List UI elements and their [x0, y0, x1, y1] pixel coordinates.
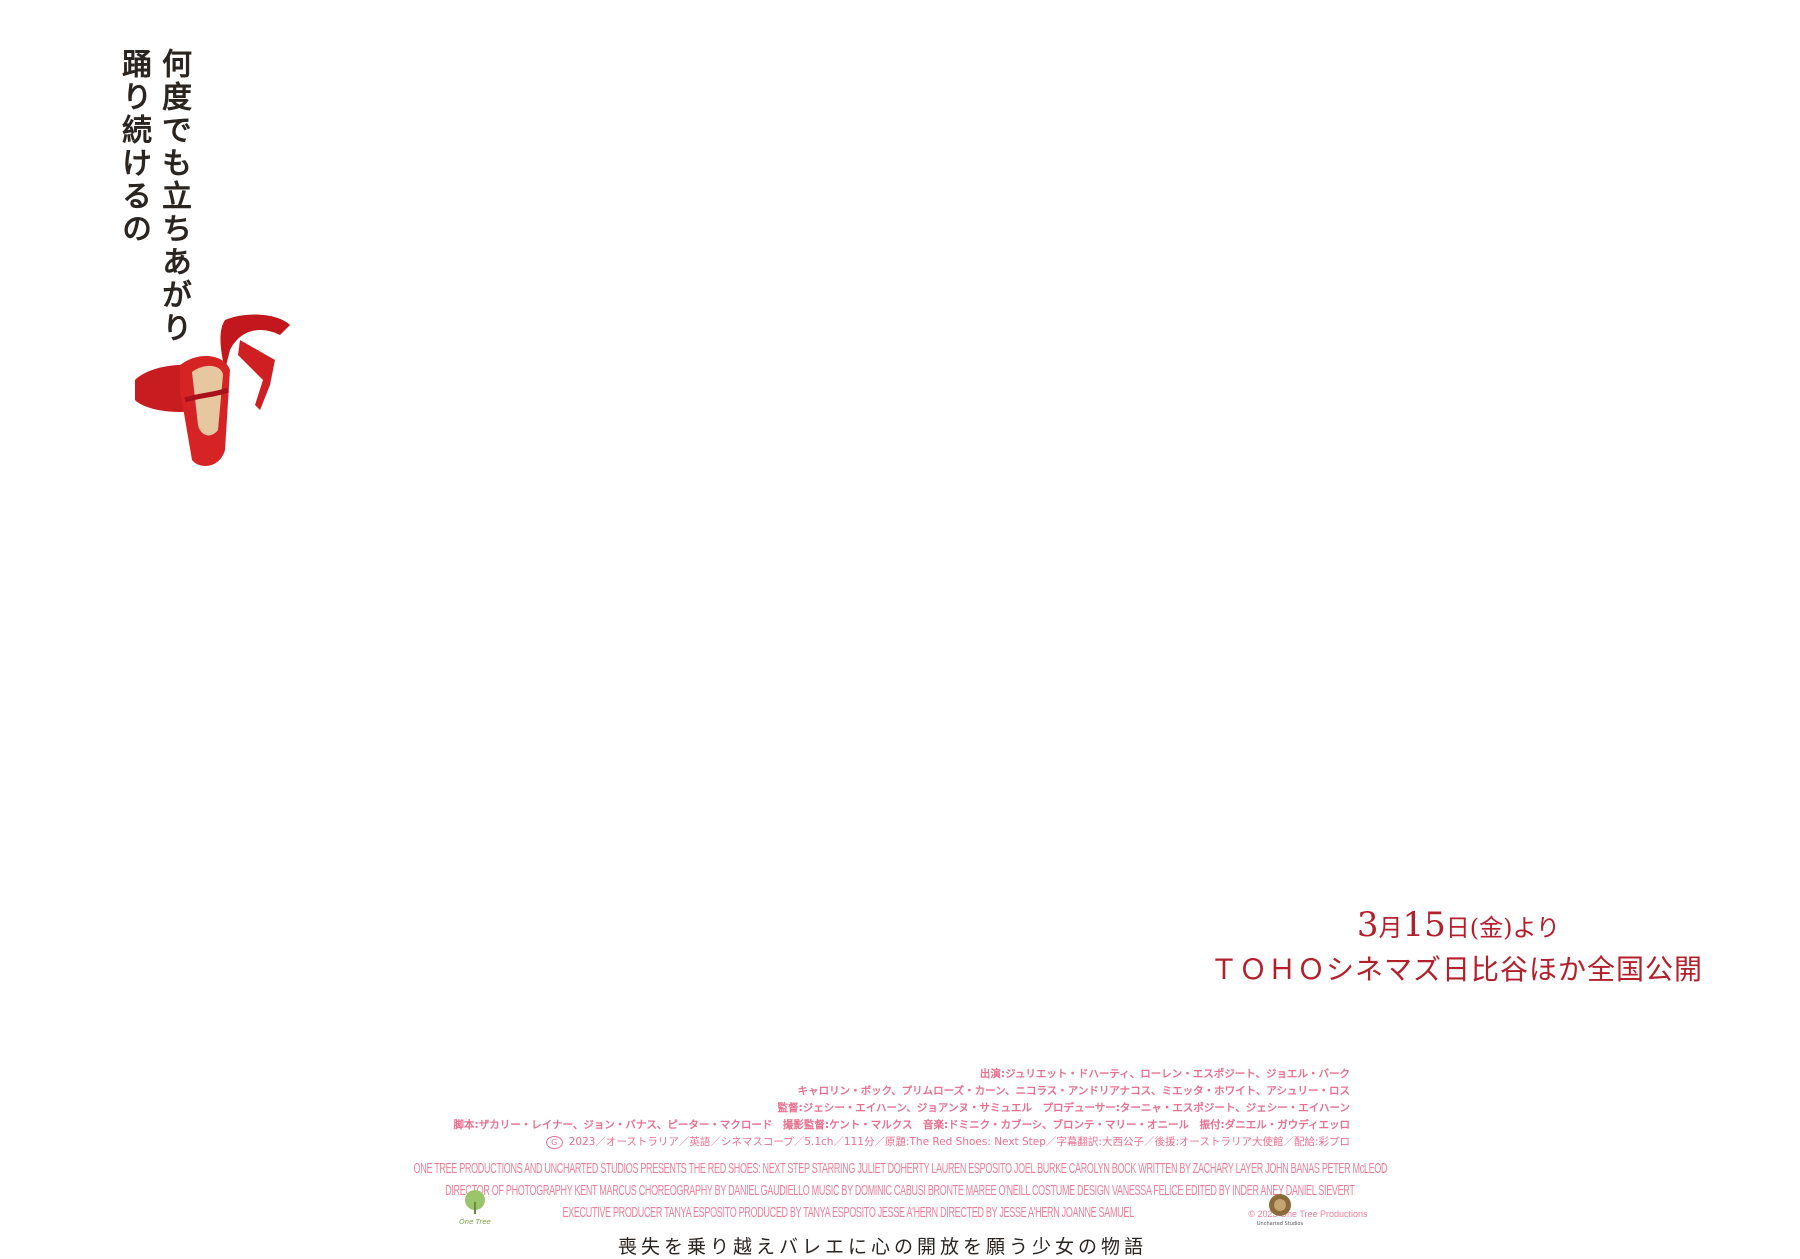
credit-en-line-1-text: ONE TREE PRODUCTIONS AND UNCHARTED STUDI…: [413, 1160, 1387, 1177]
release-month-unit: 月: [1378, 914, 1403, 942]
catchcopy-line-2: 踊り続けるの: [116, 48, 151, 246]
tagline: 喪失を乗り越えバレエに心の開放を願う少女の物語: [617, 1236, 1147, 1258]
release-day-unit: 日: [1445, 914, 1470, 942]
credit-jp-cast-2: キャロリン・ボック、プリムローズ・カーン、ニコラス・アンドリアナコス、ミエッタ・…: [797, 1085, 1350, 1097]
credit-en-line-2-text: DIRECTOR OF PHOTOGRAPHY KENT MARCUS CHOR…: [445, 1182, 1355, 1199]
credit-en-line-3: EXECUTIVE PRODUCER TANYA ESPOSITO PRODUC…: [0, 1204, 1770, 1221]
red-ballet-shoes-image: [135, 314, 290, 466]
credit-en-line-3-text: EXECUTIVE PRODUCER TANYA ESPOSITO PRODUC…: [562, 1204, 1135, 1221]
credit-jp-staff: 脚本:ザカリー・レイナー、ジョン・バナス、ピーター・マクロード 撮影監督:ケント…: [453, 1119, 1350, 1131]
release-theater: ＴＯＨＯシネマズ日比谷ほか全国公開: [1209, 953, 1703, 986]
credit-jp-cast: 出演:ジュリエット・ドハーティ、ローレン・エスポジート、ジョエル・バーク: [979, 1068, 1350, 1080]
copyright: © 2023 One Tree Productions: [1248, 1209, 1368, 1219]
release-month: 3: [1356, 905, 1379, 945]
release-suffix: より: [1512, 914, 1560, 942]
credit-en-line-2: DIRECTOR OF PHOTOGRAPHY KENT MARCUS CHOR…: [0, 1182, 1800, 1199]
release-date: 3月15日(金)より: [1357, 905, 1560, 945]
credit-jp-info: G 2023／オーストラリア／英語／シネマスコープ／5.1ch／111分／原題:T…: [545, 1134, 1350, 1149]
uncharted-logo-text: Uncharted Studios: [1256, 1221, 1304, 1227]
catchcopy-line-1: 何度でも立ちあがり: [156, 48, 191, 345]
one-tree-logo: One Tree: [455, 1190, 495, 1226]
tree-icon: [465, 1190, 485, 1214]
credit-jp-info-text: 2023／オーストラリア／英語／シネマスコープ／5.1ch／111分／原題:Th…: [568, 1136, 1350, 1148]
credit-en-line-1: ONE TREE PRODUCTIONS AND UNCHARTED STUDI…: [0, 1160, 1800, 1177]
rating-g-icon: G: [545, 1136, 563, 1149]
uncharted-studios-logo: Uncharted Studios: [1250, 1193, 1310, 1227]
release-weekday: (金): [1469, 914, 1513, 942]
compass-emblem-icon: [1269, 1194, 1291, 1216]
credit-jp-director: 監督:ジェシー・エイハーン、ジョアンヌ・サミュエル プロデューサー:ターニャ・エ…: [777, 1102, 1350, 1114]
one-tree-logo-text: One Tree: [459, 1218, 491, 1226]
release-day: 15: [1402, 905, 1446, 945]
